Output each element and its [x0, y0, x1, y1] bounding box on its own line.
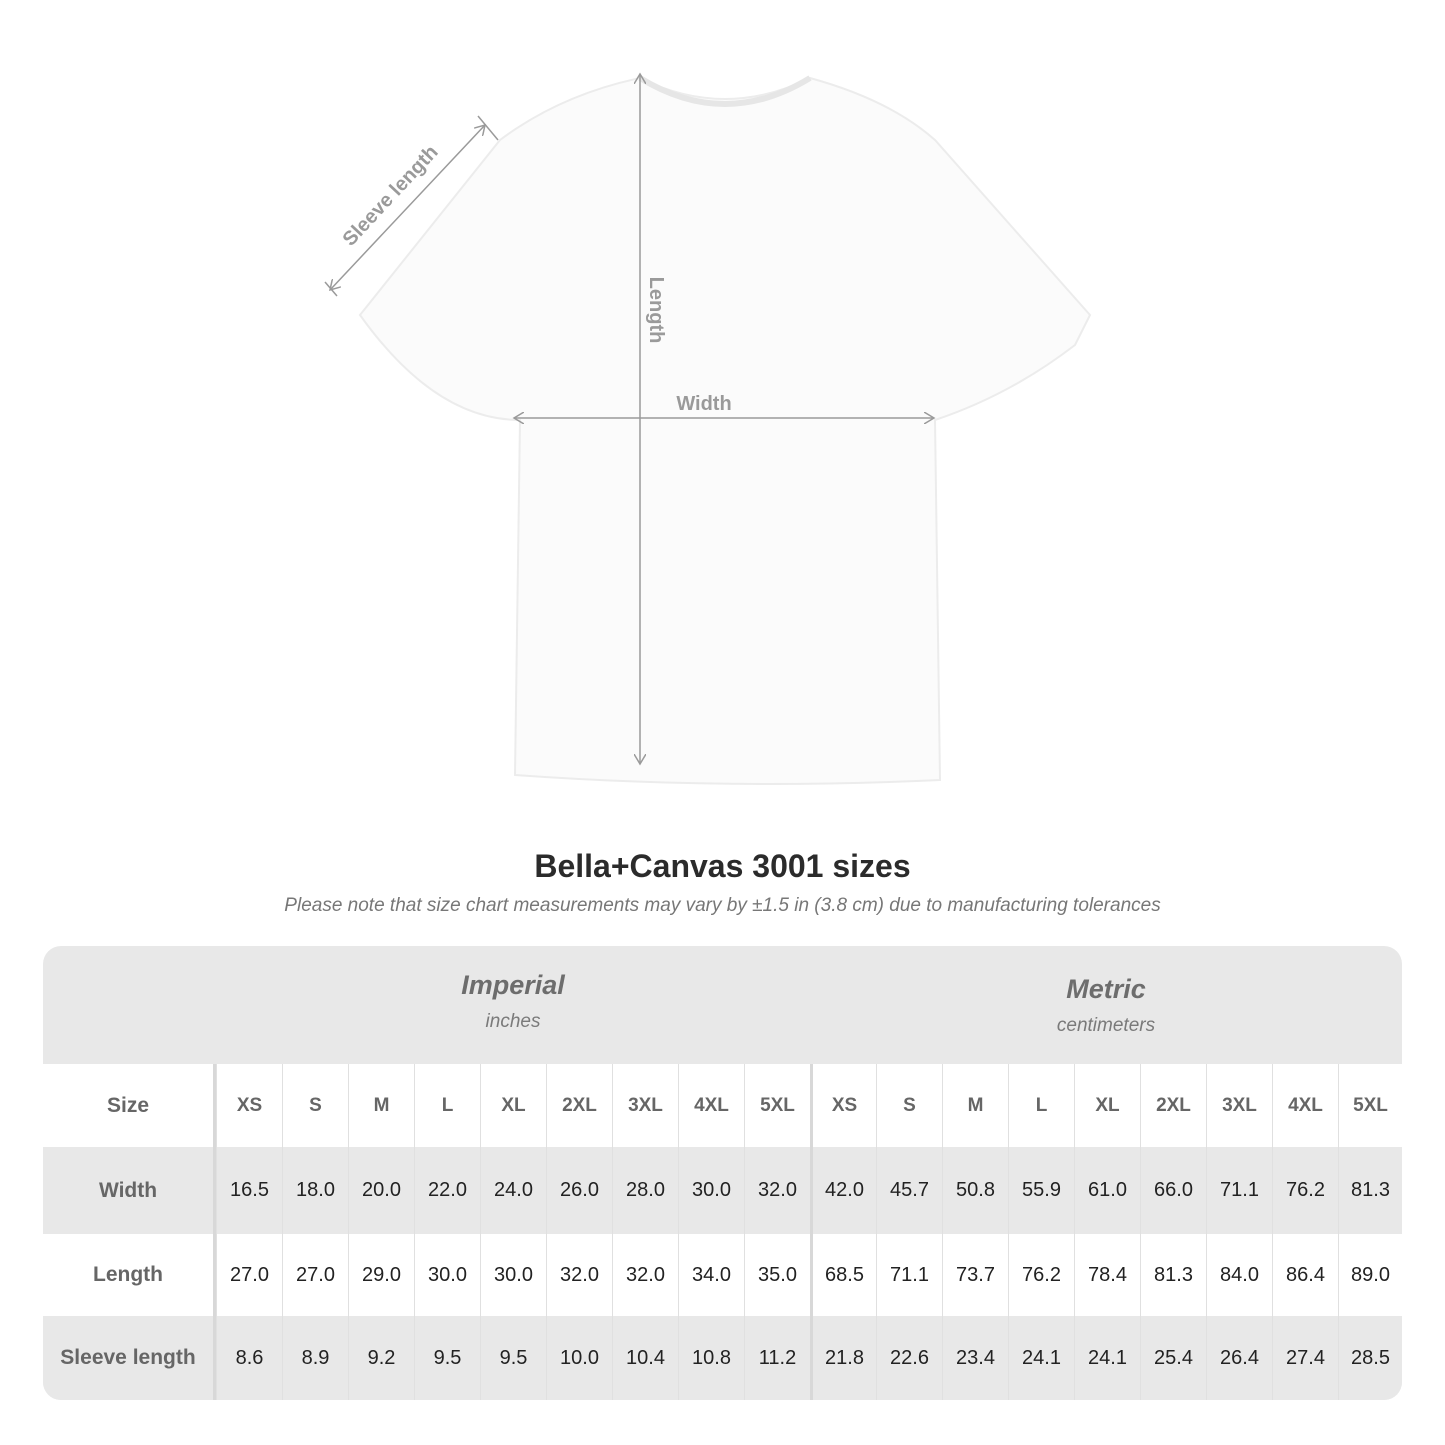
imperial-value-cell: 27.0 [282, 1234, 348, 1316]
imperial-value-cell: 30.0 [678, 1147, 744, 1234]
tolerance-note: Please note that size chart measurements… [284, 895, 1161, 916]
imperial-value-cell: 32.0 [612, 1234, 678, 1316]
imperial-size-header: XL [480, 1064, 546, 1147]
metric-value-cell: 81.3 [1338, 1147, 1402, 1234]
metric-header: Metric centimeters [810, 946, 1402, 1064]
metric-value-cell: 23.4 [942, 1316, 1008, 1400]
metric-value-cell: 25.4 [1140, 1316, 1206, 1400]
imperial-value-cell: 28.0 [612, 1147, 678, 1234]
metric-value-cell: 78.4 [1074, 1234, 1140, 1316]
imperial-value-cell: 20.0 [348, 1147, 414, 1234]
imperial-value-cell: 9.2 [348, 1316, 414, 1400]
metric-size-header: 3XL [1206, 1064, 1272, 1147]
width-label: Width [676, 393, 731, 415]
metric-value-cell: 76.2 [1008, 1234, 1074, 1316]
metric-size-header: XL [1074, 1064, 1140, 1147]
imperial-value-cell: 24.0 [480, 1147, 546, 1234]
imperial-value-cell: 30.0 [480, 1234, 546, 1316]
imperial-size-header: M [348, 1064, 414, 1147]
metric-value-cell: 71.1 [876, 1234, 942, 1316]
metric-value-cell: 55.9 [1008, 1147, 1074, 1234]
table-row: Sleeve length 8.6 8.9 9.2 9.5 9.5 10.0 10.4 10.8… [43, 1316, 1402, 1400]
metric-value-cell: 86.4 [1272, 1234, 1338, 1316]
imperial-value-cell: 29.0 [348, 1234, 414, 1316]
row-label: Width [43, 1147, 216, 1234]
imperial-value-cell: 22.0 [414, 1147, 480, 1234]
metric-value-cell: 76.2 [1272, 1147, 1338, 1234]
metric-value-cell: 24.1 [1074, 1316, 1140, 1400]
metric-value-cell: 42.0 [810, 1147, 876, 1234]
length-label: Length [645, 277, 667, 344]
imperial-value-cell: 10.8 [678, 1316, 744, 1400]
imperial-value-cell: 30.0 [414, 1234, 480, 1316]
metric-size-header: L [1008, 1064, 1074, 1147]
size-header-row: Size XS S M L XL 2XL 3XL 4XL 5XL XS S M L XL 2XL 3XL 4XL 5… [43, 1064, 1402, 1147]
metric-size-header: 5XL [1338, 1064, 1402, 1147]
metric-value-cell: 28.5 [1338, 1316, 1402, 1400]
metric-size-header: 4XL [1272, 1064, 1338, 1147]
metric-value-cell: 81.3 [1140, 1234, 1206, 1316]
imperial-value-cell: 10.0 [546, 1316, 612, 1400]
imperial-value-cell: 16.5 [216, 1147, 282, 1234]
metric-value-cell: 50.8 [942, 1147, 1008, 1234]
imperial-size-header: 3XL [612, 1064, 678, 1147]
imperial-label: Imperial [461, 970, 565, 1000]
metric-unit: centimeters [1056, 1015, 1156, 1036]
metric-value-cell: 84.0 [1206, 1234, 1272, 1316]
imperial-value-cell: 26.0 [546, 1147, 612, 1234]
metric-value-cell: 22.6 [876, 1316, 942, 1400]
imperial-size-header: 5XL [744, 1064, 810, 1147]
row-label: Size [43, 1064, 216, 1147]
imperial-unit: inches [485, 1011, 541, 1032]
metric-size-header: 2XL [1140, 1064, 1206, 1147]
imperial-value-cell: 34.0 [678, 1234, 744, 1316]
metric-value-cell: 24.1 [1008, 1316, 1074, 1400]
row-label: Sleeve length [43, 1316, 216, 1400]
imperial-value-cell: 8.6 [216, 1316, 282, 1400]
tshirt-diagram: Sleeve length Length Width [324, 0, 1092, 785]
metric-value-cell: 68.5 [810, 1234, 876, 1316]
tshirt-shape [358, 76, 1092, 785]
table-row: Width 16.5 18.0 20.0 22.0 24.0 26.0 28.0 30.0 32.… [43, 1147, 1402, 1234]
metric-value-cell: 21.8 [810, 1316, 876, 1400]
metric-value-cell: 61.0 [1074, 1147, 1140, 1234]
imperial-value-cell: 32.0 [546, 1234, 612, 1316]
imperial-value-cell: 27.0 [216, 1234, 282, 1316]
imperial-size-header: S [282, 1064, 348, 1147]
metric-size-header: XS [810, 1064, 876, 1147]
metric-value-cell: 73.7 [942, 1234, 1008, 1316]
imperial-value-cell: 18.0 [282, 1147, 348, 1234]
imperial-value-cell: 9.5 [414, 1316, 480, 1400]
imperial-size-header: L [414, 1064, 480, 1147]
imperial-value-cell: 9.5 [480, 1316, 546, 1400]
table-row: Length 27.0 27.0 29.0 30.0 30.0 32.0 32.0 34.0 35… [43, 1234, 1402, 1316]
imperial-header: Imperial inches [216, 946, 810, 1064]
metric-size-header: S [876, 1064, 942, 1147]
size-table: Imperial inches Metric centimeters Size X… [43, 946, 1402, 1400]
imperial-value-cell: 11.2 [744, 1316, 810, 1400]
metric-value-cell: 26.4 [1206, 1316, 1272, 1400]
imperial-value-cell: 32.0 [744, 1147, 810, 1234]
imperial-size-header: XS [216, 1064, 282, 1147]
imperial-value-cell: 35.0 [744, 1234, 810, 1316]
metric-value-cell: 71.1 [1206, 1147, 1272, 1234]
metric-size-header: M [942, 1064, 1008, 1147]
metric-value-cell: 45.7 [876, 1147, 942, 1234]
metric-value-cell: 66.0 [1140, 1147, 1206, 1234]
row-label: Length [43, 1234, 216, 1316]
metric-label: Metric [1066, 974, 1146, 1004]
imperial-value-cell: 10.4 [612, 1316, 678, 1400]
sleeve-arrow [330, 125, 485, 290]
chart-title: Bella+Canvas 3001 sizes [534, 848, 911, 884]
imperial-size-header: 4XL [678, 1064, 744, 1147]
imperial-size-header: 2XL [546, 1064, 612, 1147]
metric-value-cell: 89.0 [1338, 1234, 1402, 1316]
metric-value-cell: 27.4 [1272, 1316, 1338, 1400]
imperial-value-cell: 8.9 [282, 1316, 348, 1400]
